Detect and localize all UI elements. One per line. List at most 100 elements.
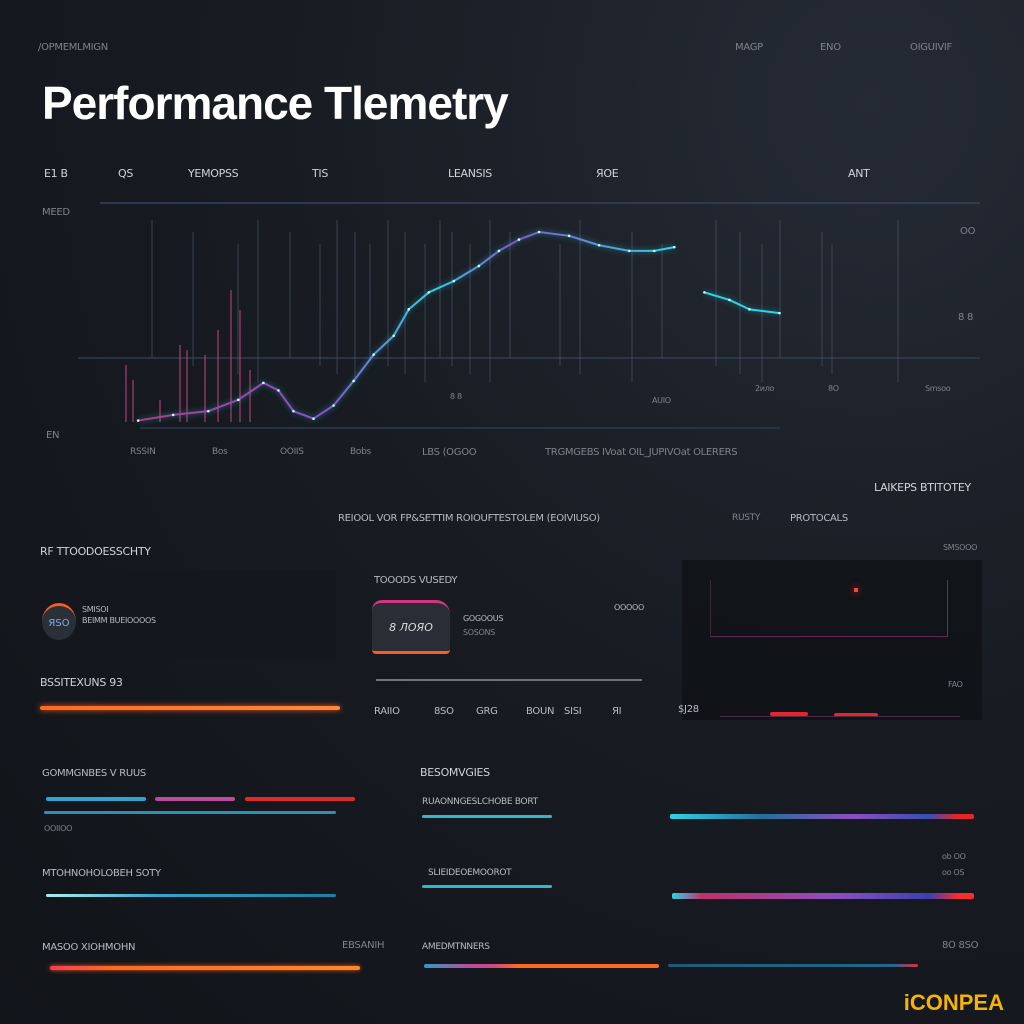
panel-title: RF TTOODOESSCHTY (40, 545, 151, 558)
data-point (567, 234, 571, 238)
data-point (427, 291, 431, 294)
data-point (277, 389, 280, 392)
status-item: MAGP (735, 42, 763, 53)
series-line (137, 231, 675, 422)
data-point (312, 417, 315, 420)
bar-magenta (155, 797, 235, 801)
data-point (778, 311, 781, 315)
card-label: SOSONS (463, 628, 496, 637)
data-point (452, 279, 456, 283)
bar-cyan-thin (44, 811, 336, 814)
data-point (537, 230, 541, 234)
status-item: OIGUIVIF (910, 42, 952, 53)
watermark-text: iCONPEA (903, 990, 1004, 1015)
bar-red (245, 797, 355, 801)
tab[interactable]: LEANSIS (448, 167, 492, 180)
caption: RUSTY (732, 513, 761, 523)
gauge-label: SMISOI (82, 605, 109, 614)
metric-title: RUAONNGESLCHOBE BORT (422, 797, 538, 807)
data-point (332, 404, 335, 407)
status-item: ENO (820, 42, 841, 53)
divider (376, 679, 642, 681)
annotation: 2ило (755, 384, 775, 393)
breadcrumb[interactable]: /OPMEMLMIGN (38, 42, 108, 53)
row-label: SISI (564, 706, 582, 717)
data-point (237, 398, 240, 402)
x-tick-label: RSSIN (130, 447, 156, 457)
x-tick-label: Bobs (350, 447, 371, 457)
telemetry-line-chart (78, 202, 980, 429)
bar-orange (424, 964, 659, 968)
data-point (627, 249, 631, 253)
data-point (171, 413, 175, 417)
tab[interactable]: E1 B (44, 167, 68, 180)
alert-dot (854, 588, 858, 592)
data-point (652, 249, 656, 253)
data-point (372, 353, 375, 356)
metric-title: AMEDMTNNERS (422, 942, 490, 952)
data-point (517, 238, 521, 241)
tab[interactable]: QS (118, 167, 134, 180)
gradient-bar (670, 814, 974, 819)
watermark-logo: iCONPEA (904, 990, 1004, 1016)
x-tick-label: OOIIS (280, 447, 304, 457)
y-tick-label: EN (46, 430, 60, 441)
row-label: GRG (476, 706, 498, 717)
red-segment (770, 712, 808, 716)
row-label: ЯI (612, 706, 622, 717)
gauge-icon: ЯSO (42, 603, 76, 640)
right-panel (682, 560, 982, 720)
tab[interactable]: TIS (312, 167, 329, 180)
metric-title: MTOHNOHOLOBEH SOTY (42, 868, 161, 879)
data-point (477, 264, 481, 268)
tab[interactable]: YEMOPSS (188, 167, 239, 180)
annotation: AUIO (652, 396, 671, 405)
metric-title: GOMMGNBES V RUUS (42, 768, 146, 779)
bar-cyan (422, 815, 552, 818)
data-point (673, 245, 676, 249)
data-point (703, 291, 706, 294)
section-heading: BESOMVGIES (420, 766, 490, 779)
panel-label: FAO (948, 680, 963, 689)
metric-sub: OOIIOO (44, 824, 73, 833)
x-tick-label: LBS (OGOO (422, 447, 477, 458)
data-point (597, 243, 601, 247)
status-card[interactable]: 8 ЛОЯО (372, 600, 450, 654)
data-point (407, 308, 411, 311)
data-point (392, 334, 396, 338)
data-point (136, 419, 140, 422)
tab[interactable]: ANT (848, 167, 870, 180)
tab[interactable]: ЯOE (596, 167, 619, 180)
left-panel (36, 570, 336, 660)
red-segment (834, 713, 878, 717)
caption: REIOOL VOR FP&SETTIM ROIOUFTESTOLEM (EOI… (338, 513, 600, 524)
panel-title: TOOODS VUSEDY (374, 575, 458, 586)
gradient-bar (672, 893, 974, 899)
row-value: $J28 (678, 704, 699, 715)
series-line (704, 291, 780, 315)
gauge-value: ЯSO (48, 617, 70, 629)
bar-orange (50, 966, 360, 970)
card-value: 8 ЛОЯО (389, 620, 433, 634)
caption[interactable]: PROTOCALS (790, 513, 848, 524)
bar-title: BSSITEXUNS 93 (40, 676, 123, 689)
metric-value: ob OO (942, 852, 966, 861)
metric-value: oo OS (942, 868, 965, 877)
metric-value: 8O 8SO (942, 940, 979, 951)
row-label: BOUN (526, 706, 555, 717)
bar-cyan (46, 894, 336, 897)
x-tick-label: Bos (212, 447, 228, 457)
bar-cyan (422, 885, 552, 888)
card-label: GOGOOUS (463, 614, 504, 623)
row-label: RAIIO (374, 706, 400, 717)
data-point (497, 249, 501, 253)
row-label: 8SO (434, 706, 454, 717)
chart-legend: TRGMGEBS IVoat OIL_JUPIVOat OLERERS (545, 447, 738, 458)
data-point (748, 308, 751, 311)
y-tick-label: MEED (42, 207, 70, 218)
data-point (206, 409, 210, 413)
panel-label: SMSOOO (943, 543, 978, 552)
data-point (728, 298, 731, 302)
metric-title: MASOO XIOHMOHN (42, 942, 136, 953)
heat-frame (710, 580, 948, 637)
